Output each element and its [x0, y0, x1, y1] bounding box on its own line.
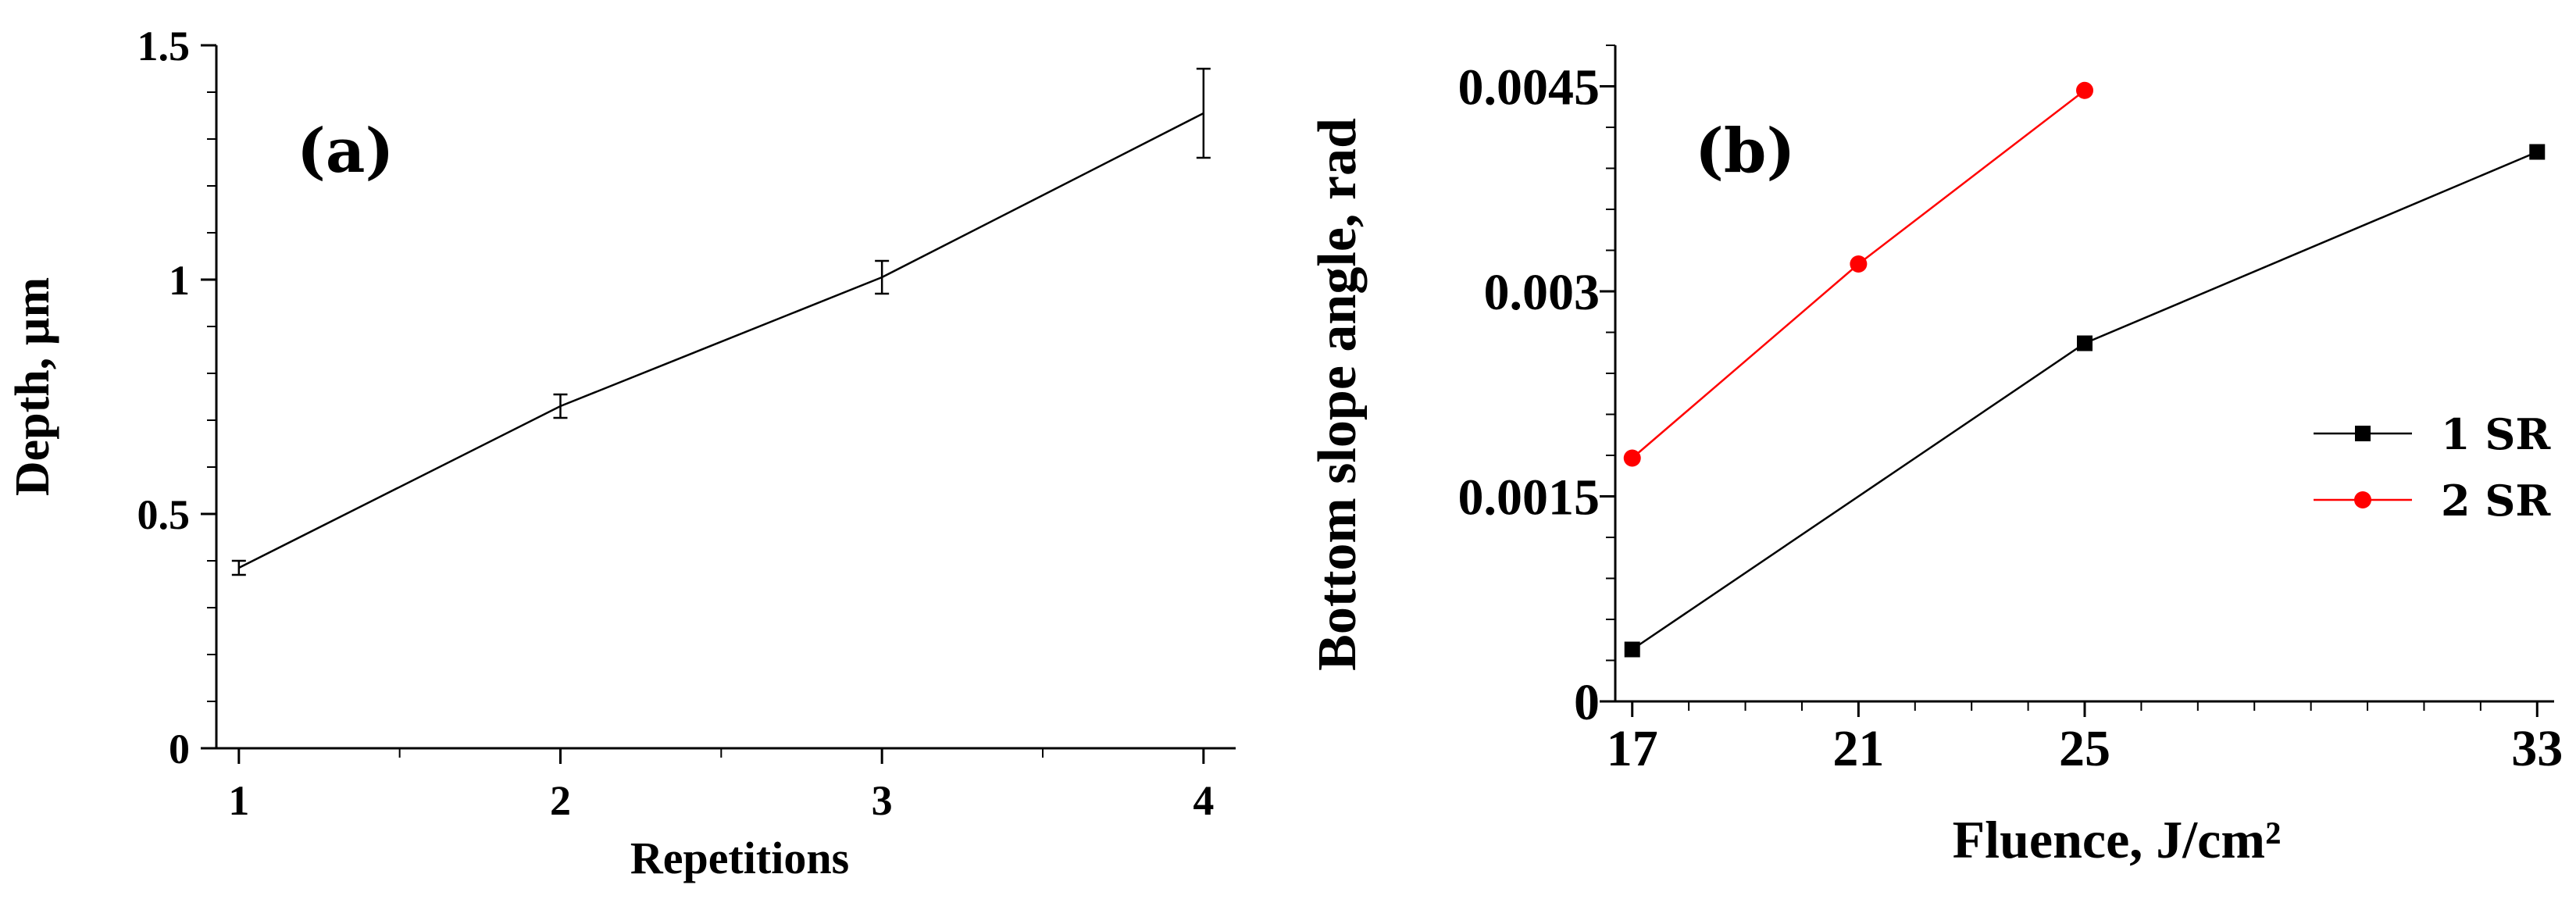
panel-b-legend: 1 SR 2 SR [2314, 409, 2551, 526]
panel-b-data-point [2077, 335, 2093, 351]
panel-a-axes [215, 45, 1236, 750]
legend-marker [2355, 426, 2371, 441]
panel-b-y-tick-label: 0 [1574, 674, 1600, 731]
panel-b-series-line-1 [1632, 151, 2538, 651]
panel-b-data-point [1850, 255, 1868, 273]
panel-a-x-tick-label: 3 [872, 777, 893, 824]
panel-a-y-tick-label: 1 [169, 257, 190, 304]
panel-b-x-axis-title: Fluence, J/cm² [1953, 810, 2282, 869]
panel-b: 17 21 25 33 0 0.0015 0.003 0.0045 (b) Fluence, … [1308, 45, 2563, 869]
panel-a-y-tick-label: 0.5 [137, 491, 191, 538]
legend-label: 2 SR [2441, 476, 2551, 526]
panel-a-series-line-1 [238, 112, 1204, 569]
panel-b-y-axis-title: Bottom slope angle, rad [1308, 118, 1368, 671]
panel-b-series [1623, 81, 2546, 658]
panel-b-label: (b) [1695, 116, 1795, 187]
panel-a-x-axis-title: Repetitions [630, 833, 849, 883]
panel-a-label: (a) [297, 116, 394, 187]
panel-b-x-tick-label: 33 [2511, 720, 2563, 777]
legend-label: 1 SR [2441, 409, 2551, 459]
panel-a-y-axis-title: Depth, µm [6, 277, 59, 496]
panel-b-data-point [1623, 449, 1641, 467]
panel-b-y-tick-label: 0.0045 [1458, 59, 1600, 116]
panel-a-x-tick-label: 2 [550, 777, 571, 824]
panel-a-x-tick-label: 1 [228, 777, 249, 824]
panel-a-ticks: 1 2 3 4 0 0.5 1 1.5 [137, 23, 1215, 824]
panel-b-ticks: 17 21 25 33 0 0.0015 0.003 0.0045 [1458, 45, 2563, 777]
panel-b-x-tick-label: 21 [1832, 720, 1884, 777]
panel-b-y-tick-label: 0.003 [1484, 264, 1600, 321]
panel-b-data-point [2076, 81, 2093, 99]
panel-a-y-tick-label: 1.5 [137, 23, 191, 70]
legend-marker [2354, 491, 2371, 508]
panel-b-y-tick-label: 0.0015 [1458, 469, 1600, 526]
panel-a: 1 2 3 4 0 0.5 1 1.5 (a) Repetitions Depth, µm [6, 23, 1236, 883]
panel-a-series [231, 67, 1211, 576]
panel-a-y-tick-label: 0 [169, 726, 190, 772]
panel-b-data-point [1624, 641, 1640, 658]
panel-b-x-tick-label: 25 [2059, 720, 2110, 777]
panel-b-x-tick-label: 17 [1607, 720, 1658, 777]
panel-a-x-tick-label: 4 [1193, 777, 1214, 824]
panel-b-data-point [2529, 144, 2546, 160]
